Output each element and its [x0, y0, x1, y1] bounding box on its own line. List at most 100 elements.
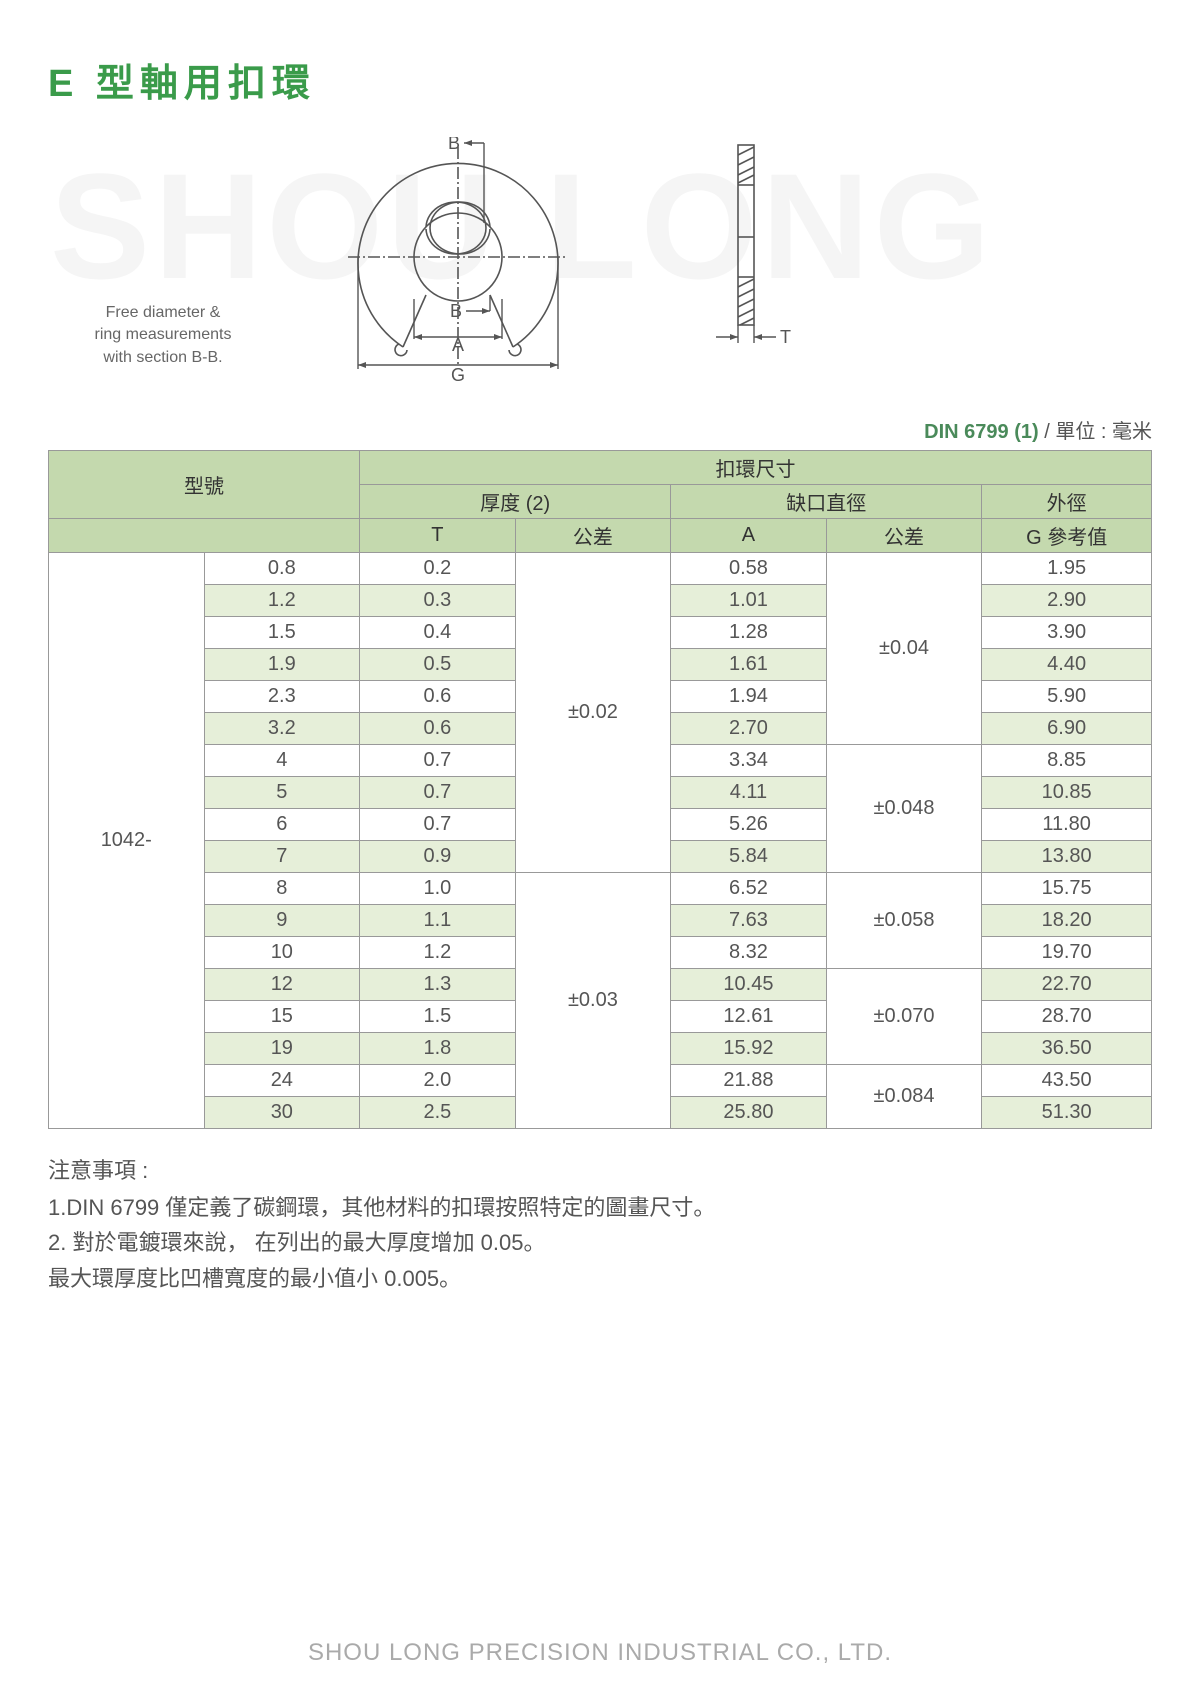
cell-a: 1.61 [671, 649, 827, 681]
caption-line-3: with section B-B. [103, 349, 222, 366]
cell-tol-t2: ±0.03 [515, 873, 671, 1129]
cell-g: 2.90 [982, 585, 1152, 617]
th-g: G 參考值 [982, 519, 1152, 553]
label-b-bottom: B [450, 301, 462, 321]
eclip-front-diagram: B B A [318, 137, 598, 387]
th-model: 型號 [49, 451, 360, 519]
cell-size: 7 [204, 841, 360, 873]
standard-row: DIN 6799 (1) / 單位 : 毫米 [48, 415, 1152, 444]
cell-a: 2.70 [671, 713, 827, 745]
caption-line-1: Free diameter & [106, 304, 221, 321]
cell-a: 1.94 [671, 681, 827, 713]
cell-t: 0.7 [360, 777, 516, 809]
cell-t: 0.3 [360, 585, 516, 617]
cell-size: 1.9 [204, 649, 360, 681]
cell-t: 0.9 [360, 841, 516, 873]
notes-heading: 注意事項 : [48, 1153, 1152, 1188]
th-ring-dim: 扣環尺寸 [360, 451, 1152, 485]
note-1: 1.DIN 6799 僅定義了碳鋼環，其他材料的扣環按照特定的圖畫尺寸。 [48, 1190, 1152, 1225]
note-3: 最大環厚度比凹槽寬度的最小值小 0.005。 [48, 1261, 1152, 1296]
cell-g: 8.85 [982, 745, 1152, 777]
cell-a: 1.01 [671, 585, 827, 617]
cell-g: 13.80 [982, 841, 1152, 873]
cell-tol-a1: ±0.04 [826, 553, 982, 745]
cell-a: 7.63 [671, 905, 827, 937]
label-t: T [780, 327, 791, 347]
th-tol1: 公差 [515, 519, 671, 553]
label-b-top: B [448, 137, 460, 153]
th-gap: 缺口直徑 [671, 485, 982, 519]
cell-size: 30 [204, 1097, 360, 1129]
standard-code: DIN 6799 (1) [924, 421, 1039, 443]
cell-g: 10.85 [982, 777, 1152, 809]
cell-a: 15.92 [671, 1033, 827, 1065]
cell-g: 11.80 [982, 809, 1152, 841]
cell-size: 5 [204, 777, 360, 809]
notes-block: 注意事項 : 1.DIN 6799 僅定義了碳鋼環，其他材料的扣環按照特定的圖畫… [48, 1153, 1152, 1296]
th-a: A [671, 519, 827, 553]
cell-size: 2.3 [204, 681, 360, 713]
cell-g: 6.90 [982, 713, 1152, 745]
label-a: A [452, 335, 464, 355]
cell-t: 0.5 [360, 649, 516, 681]
cell-t: 1.5 [360, 1001, 516, 1033]
cell-a: 5.84 [671, 841, 827, 873]
cell-a: 10.45 [671, 969, 827, 1001]
cell-g: 43.50 [982, 1065, 1152, 1097]
th-thickness: 厚度 (2) [360, 485, 671, 519]
footer-text: SHOU LONG PRECISION INDUSTRIAL CO., LTD. [0, 1639, 1200, 1667]
cell-a: 8.32 [671, 937, 827, 969]
cell-t: 0.2 [360, 553, 516, 585]
cell-tol-a2: ±0.048 [826, 745, 982, 873]
cell-t: 0.7 [360, 745, 516, 777]
page-title: E 型軸用扣環 [48, 52, 1152, 107]
cell-tol-a4: ±0.070 [826, 969, 982, 1065]
cell-g: 22.70 [982, 969, 1152, 1001]
cell-size: 15 [204, 1001, 360, 1033]
cell-size: 4 [204, 745, 360, 777]
cell-t: 2.0 [360, 1065, 516, 1097]
cell-t: 1.2 [360, 937, 516, 969]
cell-t: 1.0 [360, 873, 516, 905]
cell-tol-a3: ±0.058 [826, 873, 982, 969]
cell-size: 10 [204, 937, 360, 969]
cell-a: 4.11 [671, 777, 827, 809]
cell-g: 51.30 [982, 1097, 1152, 1129]
cell-a: 12.61 [671, 1001, 827, 1033]
cell-g: 19.70 [982, 937, 1152, 969]
th-outer: 外徑 [982, 485, 1152, 519]
cell-a: 1.28 [671, 617, 827, 649]
cell-a: 5.26 [671, 809, 827, 841]
cell-g: 4.40 [982, 649, 1152, 681]
cell-t: 0.6 [360, 713, 516, 745]
cell-size: 1.2 [204, 585, 360, 617]
cell-t: 1.3 [360, 969, 516, 1001]
cell-a: 0.58 [671, 553, 827, 585]
cell-g: 5.90 [982, 681, 1152, 713]
cell-a: 6.52 [671, 873, 827, 905]
spec-table: 型號 扣環尺寸 厚度 (2) 缺口直徑 外徑 T 公差 A 公差 G 參考值 1… [48, 450, 1152, 1129]
cell-t: 0.4 [360, 617, 516, 649]
cell-a: 25.80 [671, 1097, 827, 1129]
cell-size: 9 [204, 905, 360, 937]
cell-g: 1.95 [982, 553, 1152, 585]
cell-size: 8 [204, 873, 360, 905]
cell-t: 2.5 [360, 1097, 516, 1129]
cell-size: 12 [204, 969, 360, 1001]
cell-a: 21.88 [671, 1065, 827, 1097]
cell-size: 6 [204, 809, 360, 841]
label-g: G [451, 365, 465, 385]
cell-t: 1.8 [360, 1033, 516, 1065]
diagram-caption: Free diameter & ring measurements with s… [48, 302, 278, 387]
cell-size: 1.5 [204, 617, 360, 649]
cell-g: 28.70 [982, 1001, 1152, 1033]
model-prefix-cell: 1042- [49, 553, 205, 1129]
cell-size: 19 [204, 1033, 360, 1065]
cell-a: 3.34 [671, 745, 827, 777]
cell-g: 3.90 [982, 617, 1152, 649]
eclip-section-diagram: T [698, 137, 818, 357]
cell-t: 0.6 [360, 681, 516, 713]
cell-t: 0.7 [360, 809, 516, 841]
caption-line-2: ring measurements [95, 326, 232, 343]
cell-g: 18.20 [982, 905, 1152, 937]
